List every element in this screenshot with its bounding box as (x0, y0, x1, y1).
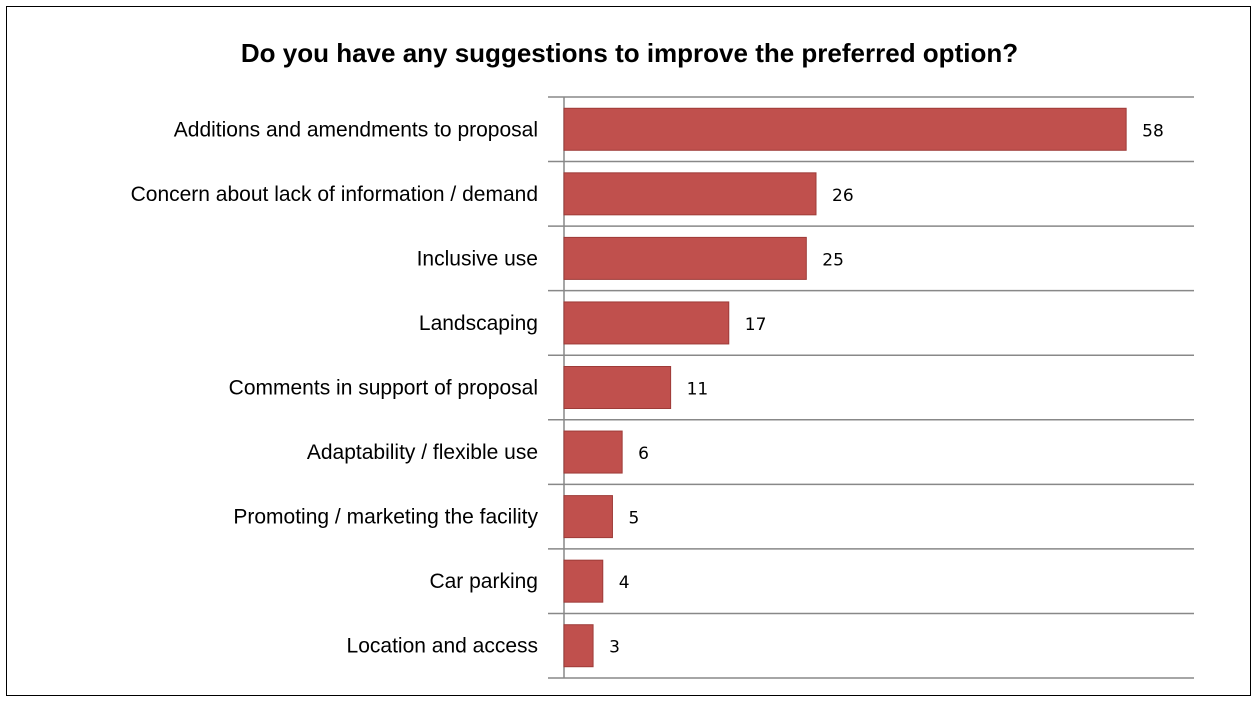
data-label: 4 (619, 573, 630, 593)
bar (563, 430, 623, 474)
bar (563, 495, 613, 539)
category-label: Inclusive use (417, 247, 538, 270)
data-label: 26 (832, 186, 854, 206)
bar (563, 624, 594, 668)
bar (563, 366, 672, 409)
category-label: Location and access (347, 635, 538, 658)
category-label: Concern about lack of information / dema… (131, 183, 538, 206)
category-label: Car parking (429, 570, 538, 593)
category-label: Comments in support of proposal (229, 377, 538, 400)
category-label: Promoting / marketing the facility (233, 506, 538, 529)
data-label: 11 (687, 380, 709, 400)
data-label: 5 (628, 509, 639, 529)
bar (563, 301, 730, 345)
bar (563, 236, 807, 280)
data-label: 58 (1142, 121, 1164, 141)
data-label: 17 (745, 315, 767, 335)
category-label: Additions and amendments to proposal (174, 118, 538, 141)
chart-title: Do you have any suggestions to improve t… (240, 38, 1019, 68)
bar (563, 559, 604, 603)
data-label: 25 (822, 250, 844, 270)
category-label: Adaptability / flexible use (307, 441, 538, 464)
data-label: 3 (609, 638, 620, 658)
category-label: Landscaping (419, 312, 538, 335)
bar (563, 107, 1127, 151)
bar (563, 172, 817, 216)
data-label: 6 (638, 444, 649, 464)
